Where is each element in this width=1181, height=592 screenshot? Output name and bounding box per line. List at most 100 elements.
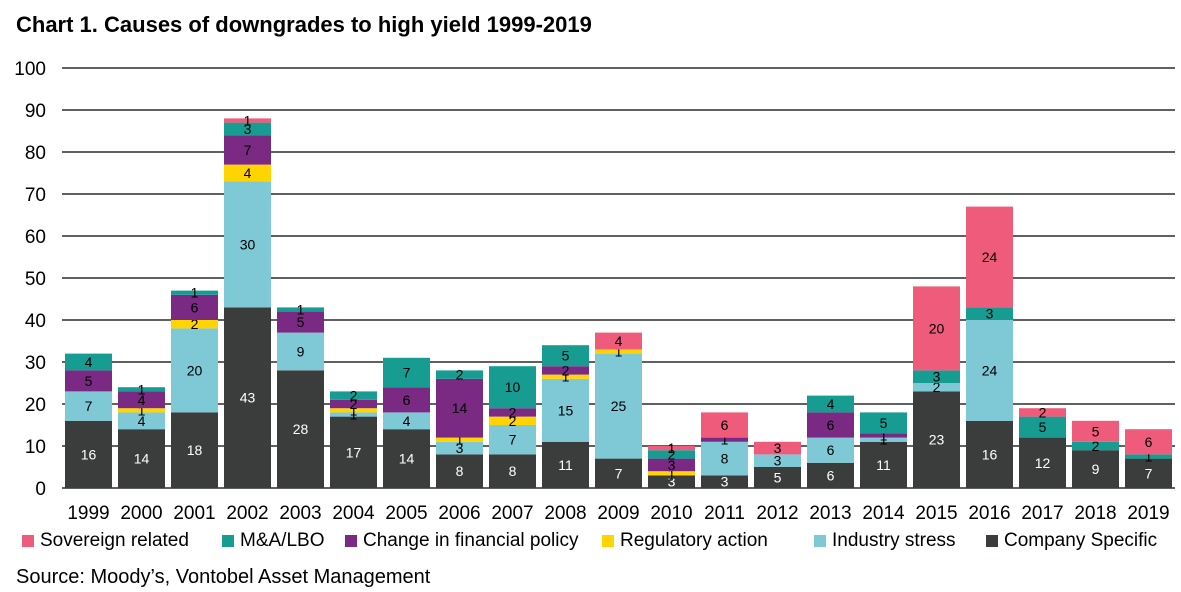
data-label: 1 bbox=[456, 432, 464, 448]
data-label: 5 bbox=[85, 373, 93, 389]
data-label: 1 bbox=[350, 402, 358, 418]
legend-label: M&A/LBO bbox=[240, 530, 325, 551]
data-label: 1 bbox=[138, 381, 146, 397]
bar-segment bbox=[65, 370, 112, 392]
data-label: 3 bbox=[721, 474, 729, 490]
data-label: 2 bbox=[456, 367, 464, 383]
y-tick-label: 60 bbox=[25, 227, 46, 248]
legend-item: Regulatory action bbox=[602, 528, 768, 554]
data-label: 1 bbox=[350, 407, 358, 423]
data-label: 1 bbox=[297, 302, 305, 318]
legend-swatch bbox=[345, 535, 357, 547]
legend-item: Industry stress bbox=[814, 528, 956, 554]
y-tick-label: 40 bbox=[25, 311, 46, 332]
data-label: 2 bbox=[509, 404, 517, 420]
x-tick-label: 2014 bbox=[862, 503, 905, 524]
data-label: 1 bbox=[668, 465, 676, 481]
data-label: 4 bbox=[244, 165, 252, 181]
data-label: 12 bbox=[1035, 455, 1051, 471]
y-tick-label: 90 bbox=[25, 101, 46, 122]
bar-segment bbox=[754, 441, 801, 455]
bar-segment bbox=[171, 290, 218, 295]
bar-segment bbox=[860, 412, 907, 434]
bar-segment bbox=[1125, 458, 1172, 488]
bar-segment bbox=[860, 437, 907, 442]
chart-legend: Sovereign related M&A/LBO Change in financ… bbox=[0, 528, 1181, 554]
x-tick-label: 2007 bbox=[491, 503, 533, 524]
chart-title: Chart 1. Causes of downgrades to high yi… bbox=[16, 12, 592, 37]
bar-segment bbox=[118, 408, 165, 413]
bar-segment bbox=[383, 357, 430, 388]
bar-segment bbox=[648, 471, 695, 476]
bar-segment bbox=[966, 206, 1013, 308]
bar-segment bbox=[118, 429, 165, 488]
legend-label: Sovereign related bbox=[40, 530, 189, 551]
data-label: 4 bbox=[615, 333, 623, 349]
bar-segment bbox=[489, 366, 536, 409]
bar-segment bbox=[701, 475, 748, 488]
bar-segment bbox=[65, 353, 112, 371]
bar-segment bbox=[595, 458, 642, 488]
bar-segment bbox=[436, 454, 483, 488]
bar-segment bbox=[648, 450, 695, 459]
bar-segment bbox=[65, 420, 112, 488]
bar-segment bbox=[277, 332, 324, 371]
bar-segment bbox=[913, 391, 960, 488]
bar-segment bbox=[807, 462, 854, 488]
legend-label: Industry stress bbox=[832, 530, 956, 551]
data-label: 3 bbox=[668, 457, 676, 473]
data-label: 14 bbox=[134, 451, 150, 467]
x-tick-label: 2004 bbox=[332, 503, 375, 524]
data-label: 25 bbox=[611, 398, 627, 414]
bar-segment bbox=[966, 320, 1013, 421]
bar-segment bbox=[860, 441, 907, 488]
data-label: 7 bbox=[1145, 465, 1153, 481]
data-label: 15 bbox=[558, 402, 574, 418]
data-label: 2 bbox=[1092, 438, 1100, 454]
data-label: 16 bbox=[81, 446, 97, 462]
data-label: 4 bbox=[85, 354, 93, 370]
bar-segment bbox=[1072, 420, 1119, 442]
legend-label: Company Specific bbox=[1004, 530, 1158, 551]
bar-segment bbox=[224, 181, 271, 308]
bar-segment bbox=[171, 294, 218, 320]
bar-segment bbox=[1072, 441, 1119, 451]
y-tick-label: 20 bbox=[25, 395, 46, 416]
data-label: 4 bbox=[138, 392, 146, 408]
data-label: 4 bbox=[403, 413, 411, 429]
data-label: 5 bbox=[1092, 423, 1100, 439]
data-label: 3 bbox=[774, 440, 782, 456]
data-label: 9 bbox=[1092, 461, 1100, 477]
data-label: 3 bbox=[774, 453, 782, 469]
bar-segment bbox=[224, 164, 271, 182]
bar-segment bbox=[542, 366, 589, 375]
bar-segment bbox=[118, 412, 165, 430]
x-tick-label: 2008 bbox=[544, 503, 586, 524]
bar-segment bbox=[754, 467, 801, 488]
x-tick-label: 2003 bbox=[279, 503, 321, 524]
y-tick-label: 10 bbox=[25, 437, 46, 458]
bar-segment bbox=[383, 429, 430, 488]
bar-segment bbox=[277, 307, 324, 312]
x-tick-label: 2009 bbox=[597, 503, 639, 524]
data-label: 1 bbox=[562, 369, 570, 385]
bar-segment bbox=[224, 118, 271, 123]
data-label: 2 bbox=[350, 396, 358, 412]
data-label: 2 bbox=[933, 379, 941, 395]
bar-segment bbox=[171, 412, 218, 488]
bar-segment bbox=[542, 378, 589, 442]
bar-segment bbox=[171, 328, 218, 413]
legend-item: Company Specific bbox=[986, 528, 1157, 554]
data-label: 10 bbox=[505, 379, 521, 395]
bar-segment bbox=[1019, 416, 1066, 438]
data-label: 8 bbox=[456, 463, 464, 479]
data-label: 1 bbox=[880, 432, 888, 448]
data-label: 1 bbox=[721, 432, 729, 448]
data-label: 3 bbox=[933, 369, 941, 385]
x-tick-label: 2001 bbox=[173, 503, 215, 524]
data-label: 3 bbox=[244, 121, 252, 137]
y-tick-label: 50 bbox=[25, 269, 46, 290]
data-label: 14 bbox=[399, 451, 415, 467]
x-tick-label: 2019 bbox=[1127, 503, 1169, 524]
bar-segment bbox=[436, 437, 483, 442]
